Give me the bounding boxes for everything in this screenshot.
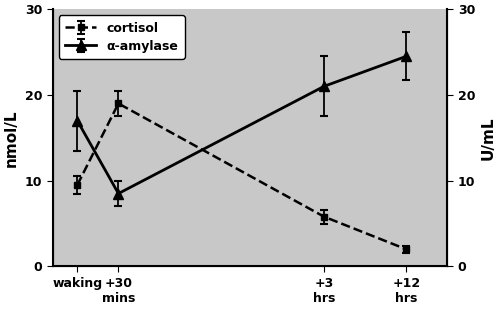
Legend: cortisol, α-amylase: cortisol, α-amylase: [59, 15, 184, 59]
Y-axis label: nmol/L: nmol/L: [4, 109, 19, 167]
Y-axis label: U/mL: U/mL: [481, 116, 496, 159]
